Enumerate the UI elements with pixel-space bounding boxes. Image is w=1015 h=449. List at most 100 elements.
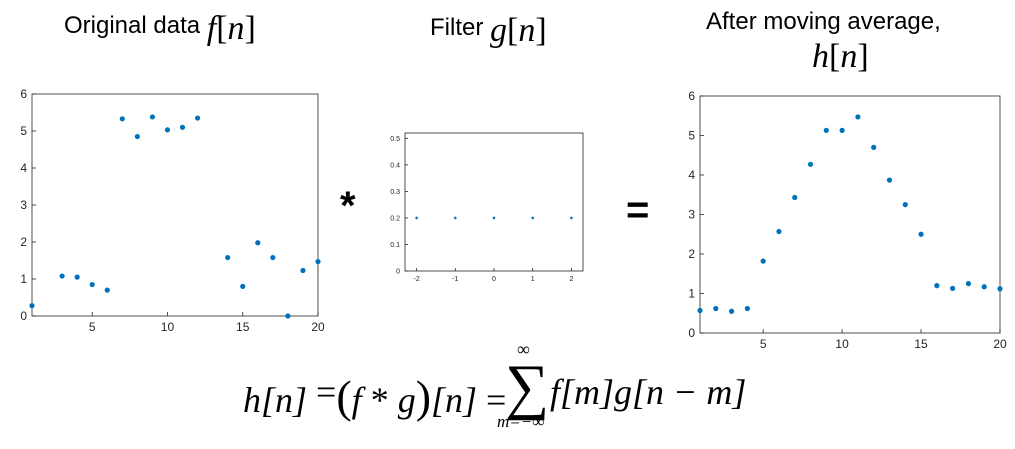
left-title-text: Original data [64,12,201,39]
data-point [149,114,156,120]
data-point [225,254,231,261]
y-tick-label: 6 [20,87,27,101]
data-point [570,216,573,220]
summation-upper-limit: ∞ [517,339,530,359]
formula-conv-star: * [361,380,398,420]
formula-eq1: = [316,372,337,412]
y-tick-label: 0 [20,309,27,323]
data-point [119,116,125,122]
data-point [823,127,829,133]
y-tick-label: 6 [688,89,695,103]
y-tick-label: 0 [396,268,400,275]
data-point [255,240,261,246]
data-point [29,303,35,309]
summation-term: f[m]g[n − m] [550,374,746,410]
data-point [270,254,276,261]
y-tick-label: 1 [20,272,27,286]
x-tick-label: 10 [161,320,175,334]
data-point [965,281,972,287]
data-point [240,283,246,289]
y-tick-label: 4 [688,168,695,182]
data-point [300,267,306,274]
data-point [792,194,798,201]
mid-title-lb: [ [507,12,519,49]
x-tick-label: -2 [413,276,419,283]
data-point [697,307,703,314]
x-tick-label: 15 [914,337,928,351]
left-chart-title: Original data f[n] [64,12,256,46]
y-tick-label: 5 [688,129,695,143]
data-point [134,133,140,140]
data-point [713,305,719,312]
y-tick-label: 3 [688,208,695,222]
data-point [164,127,171,133]
plot-frame [31,93,319,317]
data-point [855,114,861,120]
x-tick-label: 0 [492,276,496,283]
left-title-fn: f [206,10,217,47]
data-point [886,177,893,183]
data-point [59,273,65,279]
left-title-arg: n [227,10,245,47]
mid-title-text: Filter [430,14,484,41]
left-title-lb: [ [216,10,228,47]
y-tick-label: 0 [688,326,695,340]
x-tick-label: 10 [835,337,849,351]
mid-title-arg: n [518,12,536,49]
formula-eq2: = [486,380,507,420]
x-tick-label: 20 [311,320,325,334]
x-tick-label: 15 [236,320,250,334]
y-tick-label: 0.1 [390,242,400,249]
data-point [902,202,908,208]
term-m: [m] [560,372,615,412]
formula-conv-g: g [397,380,416,420]
data-point [871,144,877,150]
right-title-arg: n [840,38,858,75]
convolution-formula: h[n] =(f * g)[n] = [243,374,506,420]
plot-frame [699,95,1001,334]
original-data-chart: 5 10 15 20 0 1 2 3 4 5 6 [20,87,325,334]
data-point [179,124,186,130]
data-point [934,283,940,289]
equals-operator: = [626,188,650,232]
y-tick-label: 0.4 [390,162,400,169]
mid-chart-title: Filter g[n] [430,14,547,48]
data-point [415,216,418,220]
right-title-fn: h [812,38,829,75]
left-title-rb: ] [244,10,256,47]
formula-conv-f: f [351,380,362,420]
x-tick-label: -1 [452,276,458,283]
y-tick-label: 2 [20,235,27,249]
y-tick-label: 5 [20,124,27,138]
y-tick-label: 2 [688,247,695,261]
filter-chart: -2 -1 0 1 2 0 0.1 0.2 0.3 0.4 0.5 [390,132,584,283]
data-point [981,284,987,290]
mid-title-fn: g [490,12,508,49]
x-tick-label: 5 [760,337,767,351]
data-point [760,258,766,264]
data-point [285,313,291,319]
data-point [74,274,80,280]
right-title-lb: [ [829,38,841,75]
data-point [531,216,534,220]
data-point [997,286,1003,292]
data-point [454,216,457,220]
x-tick-label: 20 [993,337,1007,351]
term-nm: [n − m] [632,372,747,412]
y-tick-label: 0.2 [390,215,400,222]
right-chart-title-line1: After moving average, [706,8,941,35]
data-point [950,285,956,291]
moving-average-chart: 5 10 15 20 0 1 2 3 4 5 6 [688,89,1007,351]
term-g: g [614,372,633,412]
x-tick-label: 2 [569,276,573,283]
data-point [492,216,496,220]
data-point [807,161,814,167]
plot-frame [404,132,584,272]
data-point [918,231,924,237]
data-point [89,281,95,288]
formula-lhs: h[n] [243,380,308,420]
x-tick-label: 5 [89,320,96,334]
y-tick-label: 4 [20,161,27,175]
right-chart-title-line2: h[n] [812,40,869,74]
y-tick-label: 0.3 [390,189,400,196]
